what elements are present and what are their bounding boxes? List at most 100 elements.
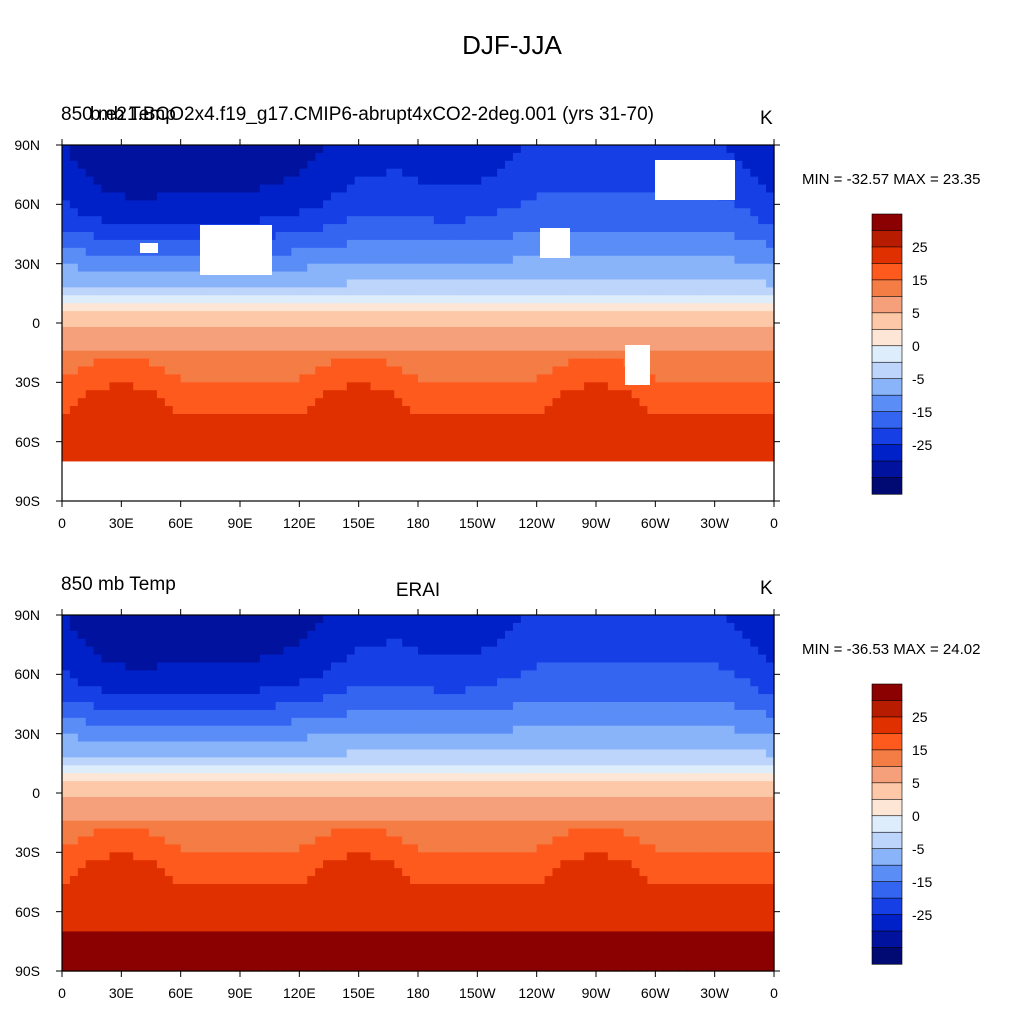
map-cell — [607, 247, 617, 257]
map-cell — [259, 406, 269, 415]
map-cell — [473, 303, 482, 312]
map-cell — [758, 382, 767, 391]
map-cell — [125, 287, 134, 296]
map-cell — [631, 200, 641, 209]
map-cell — [204, 366, 213, 376]
map-cell — [77, 311, 87, 320]
map-cell — [686, 216, 696, 225]
map-cell — [291, 168, 300, 178]
map-cell — [592, 216, 601, 225]
map-cell — [338, 493, 348, 502]
map-cell — [220, 295, 229, 304]
map-cell — [512, 437, 522, 447]
map-cell — [726, 311, 736, 320]
map-cell — [734, 445, 743, 455]
map-cell — [734, 670, 743, 679]
map-cell — [489, 263, 498, 273]
map-cell — [283, 145, 293, 154]
map-cell — [457, 654, 467, 664]
map-cell — [394, 200, 403, 209]
map-cell — [615, 382, 625, 391]
map-cell — [275, 453, 285, 463]
map-cell — [639, 168, 649, 178]
map-cell — [512, 152, 522, 162]
map-cell — [441, 358, 451, 368]
map-cell — [718, 678, 728, 687]
map-cell — [133, 271, 142, 281]
map-cell — [457, 382, 467, 391]
map-cell — [141, 152, 150, 162]
map-cell — [228, 366, 237, 376]
map-cell — [536, 453, 546, 463]
map-cell — [497, 398, 506, 407]
map-cell — [663, 429, 672, 439]
map-cell — [750, 366, 759, 376]
map-cell — [228, 295, 237, 304]
map-cell — [623, 184, 633, 194]
map-cell — [410, 271, 419, 281]
map-cell — [528, 145, 538, 154]
map-cell — [576, 358, 585, 368]
map-cell — [188, 638, 198, 648]
map-cell — [125, 686, 134, 695]
map-cell — [180, 271, 190, 281]
map-cell — [204, 208, 213, 217]
map-cell — [251, 398, 261, 407]
map-cell — [275, 413, 285, 423]
map-cell — [726, 334, 736, 344]
map-cell — [592, 350, 601, 360]
map-cell — [750, 374, 759, 383]
map-cell — [149, 646, 158, 656]
map-cell — [410, 350, 419, 360]
map-cell — [93, 469, 103, 478]
map-cell — [386, 678, 395, 687]
colorbar-swatch — [871, 345, 903, 363]
map-cell — [307, 358, 316, 368]
map-cell — [702, 461, 712, 470]
map-cell — [172, 646, 182, 656]
map-cell — [702, 326, 712, 336]
map-cell — [512, 295, 522, 304]
map-cell — [457, 224, 467, 233]
map-cell — [307, 271, 316, 281]
map-cell — [172, 453, 182, 463]
map-cell — [647, 216, 656, 225]
map-cell — [172, 662, 182, 671]
map-cell — [449, 287, 459, 296]
map-cell — [267, 311, 277, 320]
map-cell — [402, 358, 411, 368]
map-cell — [734, 453, 743, 463]
map-cell — [402, 208, 411, 217]
map-cell — [307, 295, 316, 304]
map-cell — [505, 303, 514, 312]
map-cell — [623, 469, 633, 478]
map-cell — [125, 413, 134, 423]
map-cell — [228, 437, 237, 447]
map-cell — [228, 453, 237, 463]
map-cell — [489, 493, 498, 502]
map-cell — [323, 445, 332, 455]
map-cell — [465, 477, 474, 486]
map-cell — [370, 160, 380, 170]
map-cell — [283, 477, 293, 486]
map-cell — [441, 232, 451, 241]
map-cell — [473, 247, 482, 257]
map-cell — [267, 176, 277, 186]
map-cell — [686, 200, 696, 209]
map-cell — [133, 326, 142, 336]
map-cell — [259, 208, 269, 217]
map-cell — [449, 192, 459, 201]
map-cell — [117, 493, 126, 502]
map-cell — [402, 239, 411, 249]
map-cell — [655, 311, 664, 320]
map-cell — [149, 200, 158, 209]
map-cell — [228, 350, 237, 360]
map-cell — [378, 295, 387, 304]
map-cell — [172, 279, 182, 288]
map-cell — [212, 646, 221, 656]
map-cell — [433, 208, 443, 217]
map-cell — [544, 311, 554, 320]
map-cell — [259, 184, 269, 194]
map-cell — [291, 232, 300, 241]
map-cell — [592, 319, 601, 328]
